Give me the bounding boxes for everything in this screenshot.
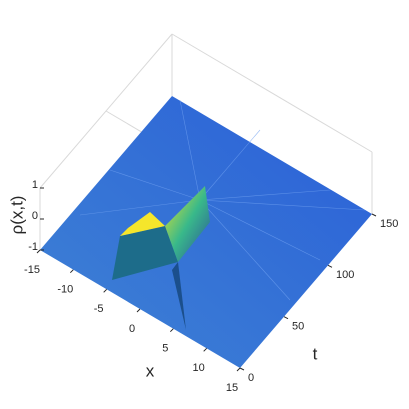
x-tick-label: -15: [24, 264, 40, 276]
x-tick-label: -5: [94, 303, 104, 315]
y-tick: [239, 367, 245, 371]
x-axis-label: x: [146, 361, 155, 380]
surface: [40, 96, 372, 368]
x-tick: [69, 269, 74, 274]
x-tick: [236, 367, 241, 372]
x-tick: [36, 249, 41, 254]
x-tick-label: -10: [57, 284, 73, 296]
x-tick-label: 5: [162, 343, 168, 355]
z-tick-label: 0: [32, 210, 38, 222]
x-tick: [169, 328, 174, 333]
x-tick: [136, 308, 141, 313]
x-tick-label: 15: [226, 382, 238, 394]
y-tick: [283, 316, 289, 320]
y-axis-label: t: [313, 344, 318, 363]
y-tick-label: 150: [380, 218, 398, 230]
x-tick: [103, 288, 108, 293]
z-tick-label: -1: [28, 241, 38, 253]
y-tick-label: 0: [248, 372, 254, 384]
z-axis-label: ρ(x,t): [7, 196, 26, 235]
y-tick-label: 100: [336, 269, 354, 281]
z-tick-label: 1: [32, 179, 38, 191]
x-tick-label: 10: [193, 362, 205, 374]
y-tick: [327, 264, 333, 268]
x-tick: [203, 347, 208, 352]
y-tick-label: 50: [292, 321, 304, 333]
x-tick-label: 0: [129, 323, 135, 335]
y-tick: [371, 213, 377, 217]
